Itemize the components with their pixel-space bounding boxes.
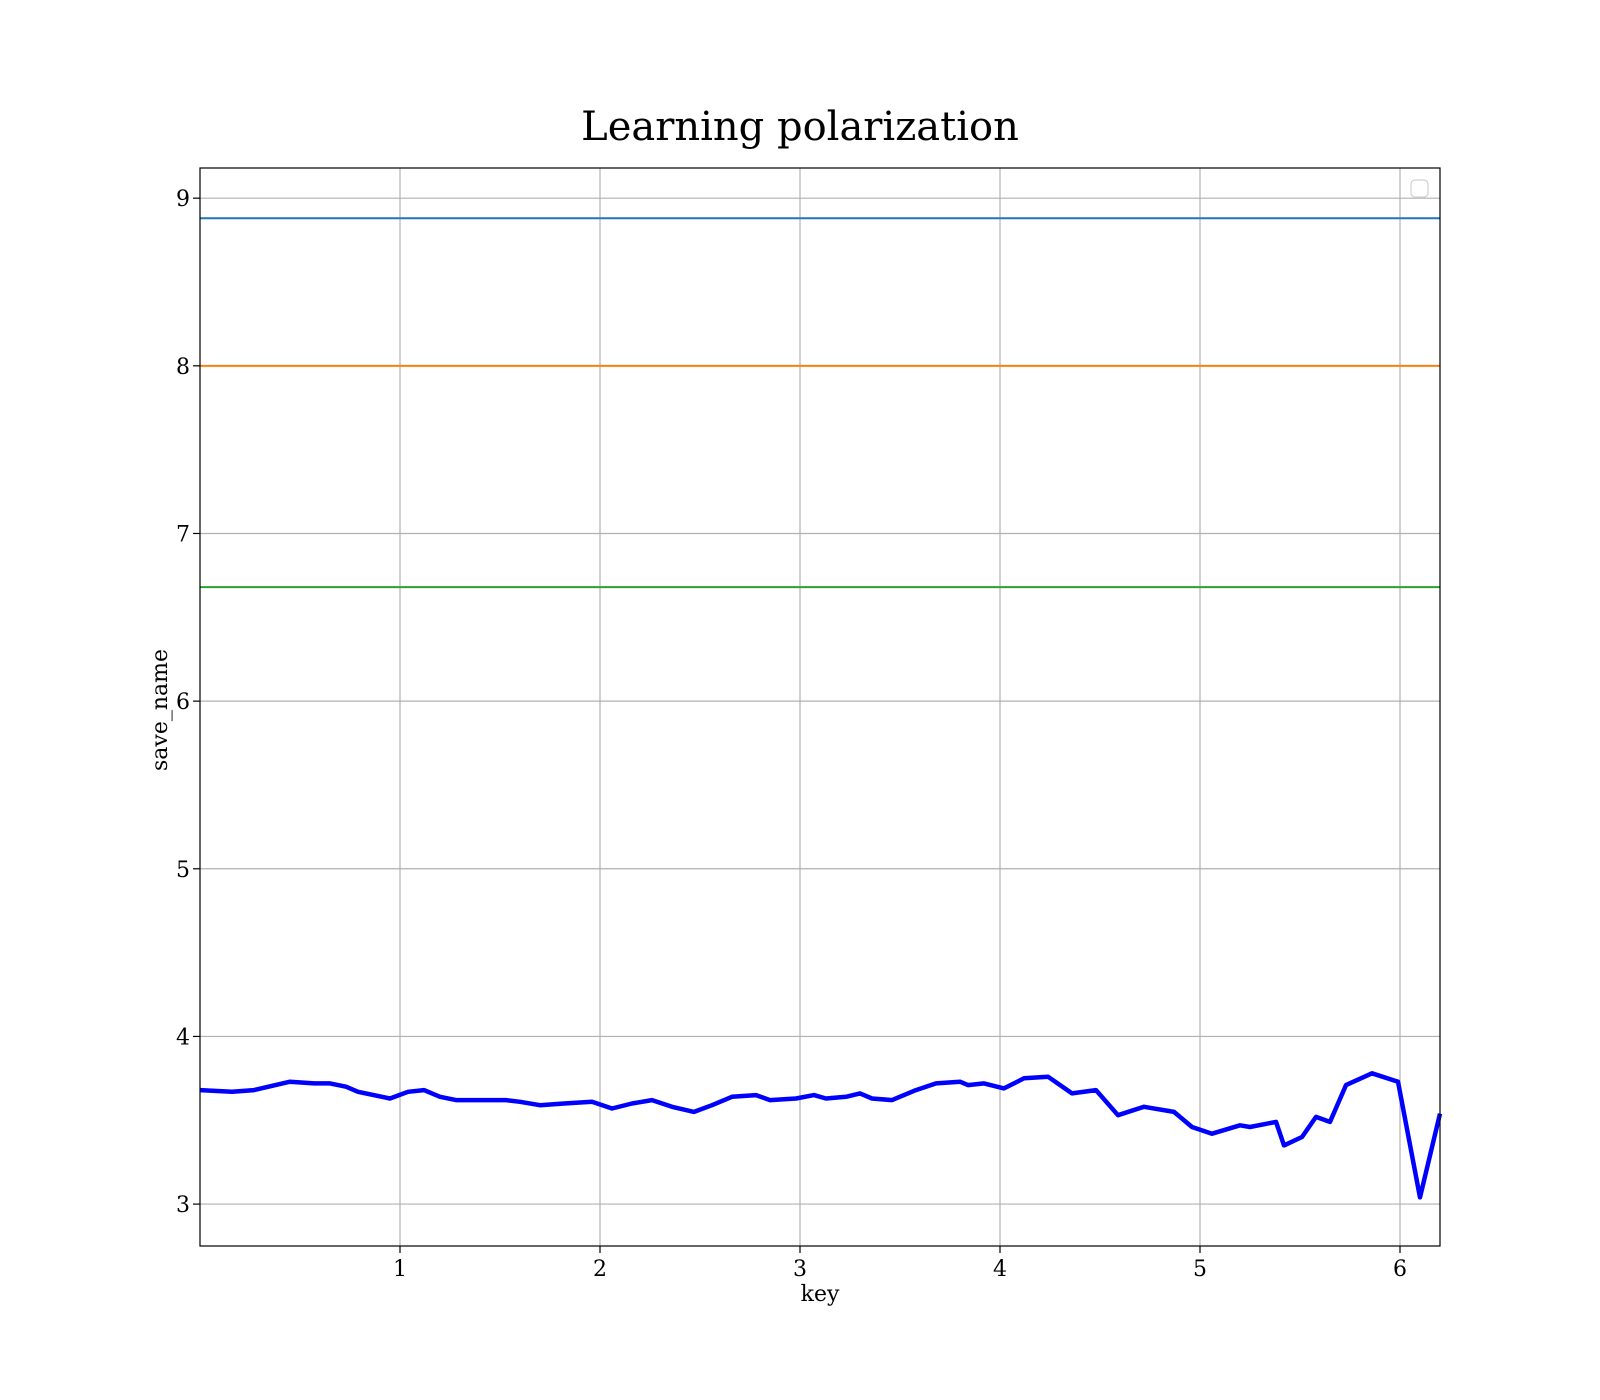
y-tick-label: 9: [176, 187, 190, 212]
y-tick-label: 6: [176, 690, 190, 715]
legend-box: [1410, 179, 1429, 198]
y-tick-label: 8: [176, 355, 190, 380]
x-tick-label: 3: [793, 1257, 807, 1282]
reference-lines: [200, 217, 1440, 589]
chart-title: Learning polarization: [581, 104, 1019, 150]
x-tick-label: 4: [993, 1257, 1007, 1282]
series-line: [199, 1071, 1443, 1200]
x-axis-ticks: 1 2 3 4 5 6: [393, 1246, 1407, 1282]
x-tick-label: 1: [393, 1257, 407, 1282]
plot-frame: [199, 167, 1441, 1247]
y-tick-label: 3: [176, 1193, 190, 1218]
series-lines: [199, 1071, 1443, 1200]
x-tick-label: 2: [593, 1257, 607, 1282]
x-tick-label: 5: [1193, 1257, 1207, 1282]
y-axis-label: save_name: [148, 649, 173, 771]
y-tick-label: 4: [176, 1025, 190, 1050]
y-tick-label: 7: [176, 522, 190, 547]
x-axis-label: key: [801, 1282, 840, 1307]
x-tick-label: 6: [1393, 1257, 1407, 1282]
y-axis-ticks: 3 4 5 6 7 8 9: [176, 187, 200, 1218]
y-tick-label: 5: [176, 858, 190, 883]
grid: [200, 168, 1440, 1246]
